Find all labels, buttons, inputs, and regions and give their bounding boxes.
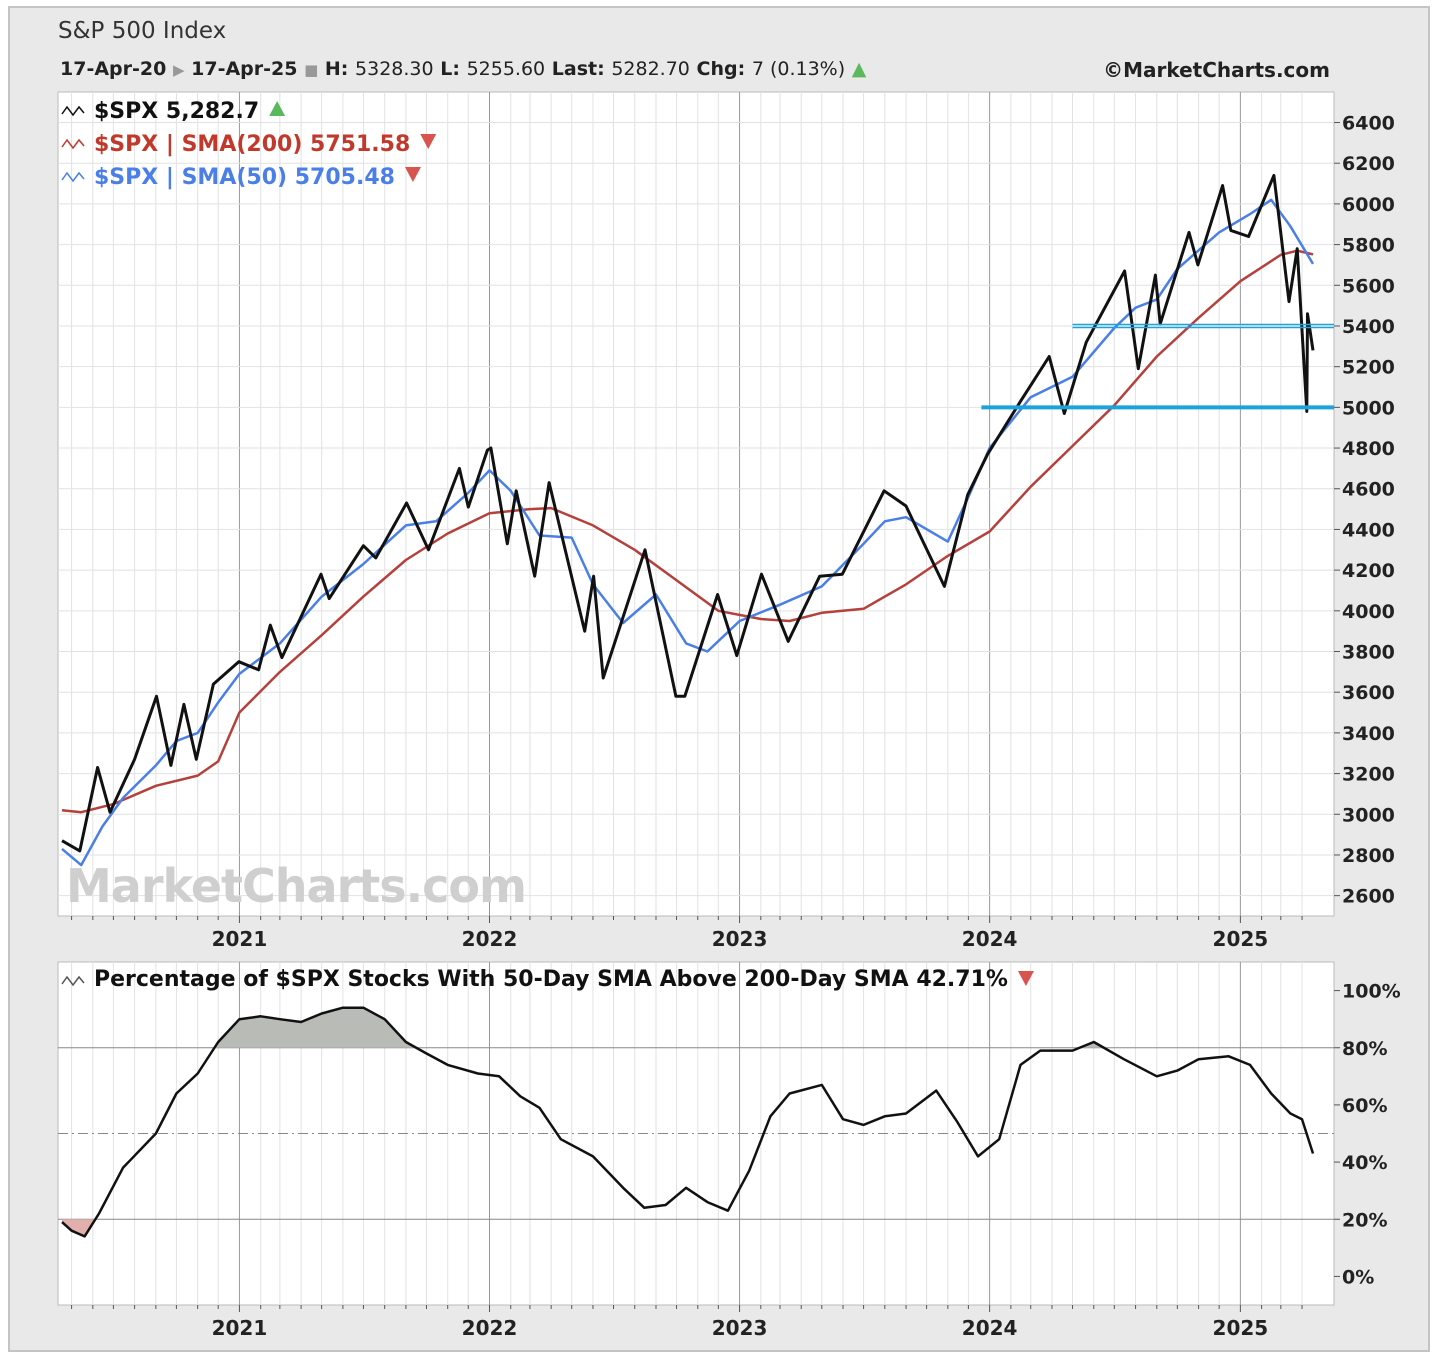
breadth-x-tick-label: 2025 — [1213, 1316, 1269, 1340]
price-x-tick-label: 2021 — [212, 927, 268, 951]
price-line — [61, 173, 1315, 853]
price-y-tick-label: 4400 — [1342, 519, 1395, 541]
triangle-up-icon — [269, 101, 286, 116]
breadth-y-tick-label: 100% — [1342, 981, 1401, 1003]
chg-value: 7 (0.13%) — [751, 58, 846, 80]
price-y-tick-label: 4600 — [1342, 479, 1395, 501]
price-y-tick-label: 4800 — [1342, 438, 1395, 460]
legend-line-icon — [61, 105, 85, 117]
breadth-y-tick-label: 0% — [1342, 1266, 1374, 1288]
legend-line-icon — [61, 975, 85, 987]
high-label: H: — [324, 58, 349, 80]
start-date: 17-Apr-20 — [60, 58, 167, 80]
chart-title: S&P 500 Index — [58, 18, 227, 44]
price-y-tick-label: 3600 — [1342, 682, 1395, 704]
low-value: 5255.60 — [466, 58, 546, 80]
price-y-tick-label: 6000 — [1342, 194, 1395, 216]
breadth-x-tick-label: 2022 — [462, 1316, 518, 1340]
breadth-x-tick-label: 2021 — [212, 1316, 268, 1340]
price-y-tick-label: 6400 — [1342, 113, 1395, 135]
price-y-tick-label: 4000 — [1342, 601, 1395, 623]
price-y-tick-label: 5200 — [1342, 357, 1395, 379]
price-x-tick-label: 2025 — [1213, 927, 1269, 951]
price-y-tick-label: 2800 — [1342, 845, 1395, 867]
price-y-tick-label: 6200 — [1342, 153, 1395, 175]
breadth-y-tick-label: 80% — [1342, 1038, 1387, 1060]
price-y-tick-label: 5400 — [1342, 316, 1395, 338]
breadth-y-tick-label: 60% — [1342, 1095, 1387, 1117]
price-y-tick-label: 3000 — [1342, 804, 1395, 826]
price-y-tick-label: 3400 — [1342, 723, 1395, 745]
legend-label: $SPX 5,282.7 — [94, 99, 259, 124]
sma50-line — [61, 198, 1315, 867]
breadth-legend-label: Percentage of $SPX Stocks With 50-Day SM… — [94, 967, 1008, 992]
price-x-tick-label: 2024 — [962, 927, 1018, 951]
price-y-tick-label: 5600 — [1342, 275, 1395, 297]
legend-label: $SPX | SMA(200) 5751.58 — [94, 132, 410, 157]
chg-label: Chg: — [696, 58, 746, 80]
sma200-line — [61, 249, 1314, 814]
legend-label: $SPX | SMA(50) 5705.48 — [94, 165, 395, 190]
square-icon: ■ — [304, 61, 319, 79]
breadth-x-tick-label: 2023 — [712, 1316, 768, 1340]
last-value: 5282.70 — [611, 58, 690, 80]
low-label: L: — [440, 58, 460, 80]
high-value: 5328.30 — [355, 58, 434, 80]
watermark: MarketCharts.com — [66, 859, 526, 913]
price-x-tick-label: 2022 — [462, 927, 518, 951]
price-y-tick-label: 5800 — [1342, 235, 1395, 257]
up-arrow-icon: ▲ — [851, 58, 867, 80]
price-y-tick-label: 3200 — [1342, 764, 1395, 786]
triangle-down-icon — [404, 167, 421, 182]
last-label: Last: — [551, 58, 605, 80]
price-x-tick-label: 2023 — [712, 927, 768, 951]
breadth-y-tick-label: 20% — [1342, 1209, 1387, 1231]
arrow-right-icon: ▶ — [172, 61, 185, 79]
triangle-down-icon — [420, 134, 437, 149]
breadth-y-tick-label: 40% — [1342, 1152, 1387, 1174]
price-y-tick-label: 5000 — [1342, 397, 1395, 419]
end-date: 17-Apr-25 — [191, 58, 298, 80]
legend-line-icon — [61, 138, 85, 150]
triangle-down-icon — [1017, 971, 1034, 986]
price-y-tick-label: 3800 — [1342, 642, 1395, 664]
price-y-tick-label: 2600 — [1342, 886, 1395, 908]
breadth-x-tick-label: 2024 — [962, 1316, 1018, 1340]
price-plot-area — [57, 91, 1335, 917]
stats-line: 17-Apr-20 ▶ 17-Apr-25 ■ H: 5328.30 L: 52… — [60, 58, 866, 80]
price-y-tick-label: 4200 — [1342, 560, 1395, 582]
breadth-line — [61, 1006, 1315, 1238]
legend-line-icon — [61, 171, 85, 183]
copyright: ©MarketCharts.com — [1103, 58, 1330, 82]
